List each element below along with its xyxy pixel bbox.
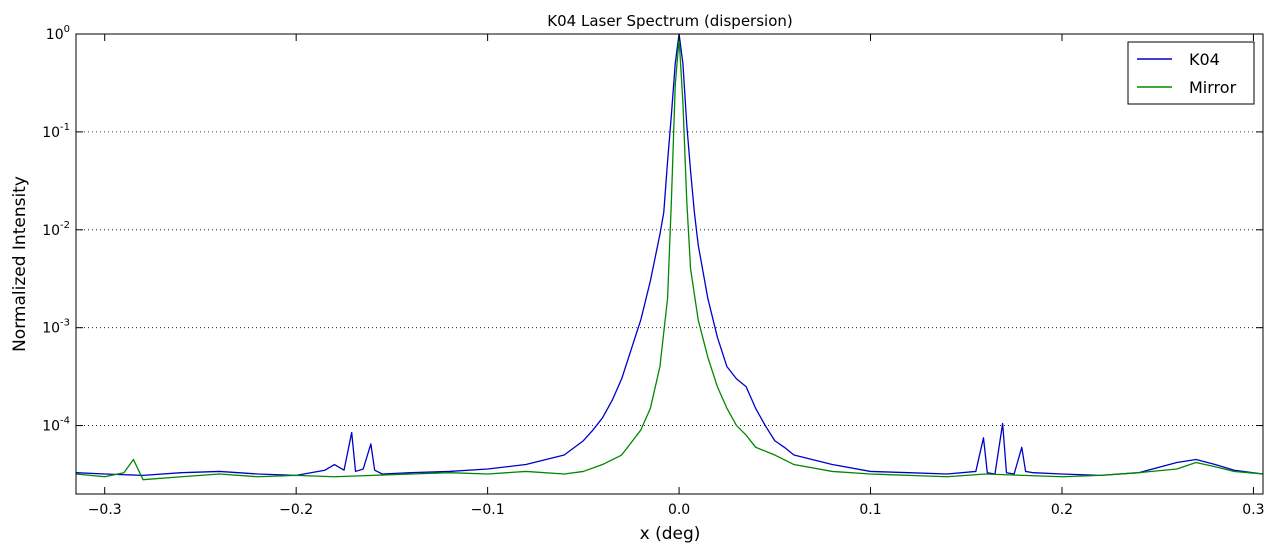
y-tick-label: 10-3 bbox=[42, 318, 70, 337]
y-axis-label: Normalized Intensity bbox=[10, 176, 30, 352]
series-line-k04 bbox=[75, 33, 1264, 477]
x-tick-label: −0.1 bbox=[471, 502, 505, 518]
legend-label-mirror: Mirror bbox=[1189, 78, 1237, 97]
chart-title: K04 Laser Spectrum (dispersion) bbox=[547, 12, 792, 30]
legend: K04 Mirror bbox=[1127, 41, 1255, 105]
y-axis: 100 10-1 10-2 10-3 10-4 bbox=[42, 24, 1263, 435]
x-tick-label: −0.2 bbox=[279, 502, 313, 518]
y-tick-label: 100 bbox=[46, 24, 70, 43]
x-axis-label: x (deg) bbox=[640, 524, 701, 544]
x-tick-label: −0.3 bbox=[88, 502, 122, 518]
series-layer bbox=[75, 33, 1264, 481]
series-line-mirror bbox=[75, 37, 1264, 481]
y-tick-label: 10-1 bbox=[42, 122, 70, 141]
x-tick-label: 0.1 bbox=[859, 502, 881, 518]
x-tick-label: 0.2 bbox=[1051, 502, 1073, 518]
y-tick-label: 10-2 bbox=[42, 220, 70, 239]
legend-box bbox=[1127, 41, 1255, 105]
x-tick-label: 0.0 bbox=[668, 502, 690, 518]
x-axis: −0.3 −0.2 −0.1 0.0 0.1 0.2 0.3 bbox=[88, 34, 1265, 518]
grid-lines bbox=[76, 131, 1263, 426]
y-tick-label: 10-4 bbox=[42, 416, 70, 435]
plot-frame bbox=[75, 33, 1264, 495]
legend-label-k04: K04 bbox=[1189, 50, 1220, 69]
x-tick-label: 0.3 bbox=[1242, 502, 1264, 518]
